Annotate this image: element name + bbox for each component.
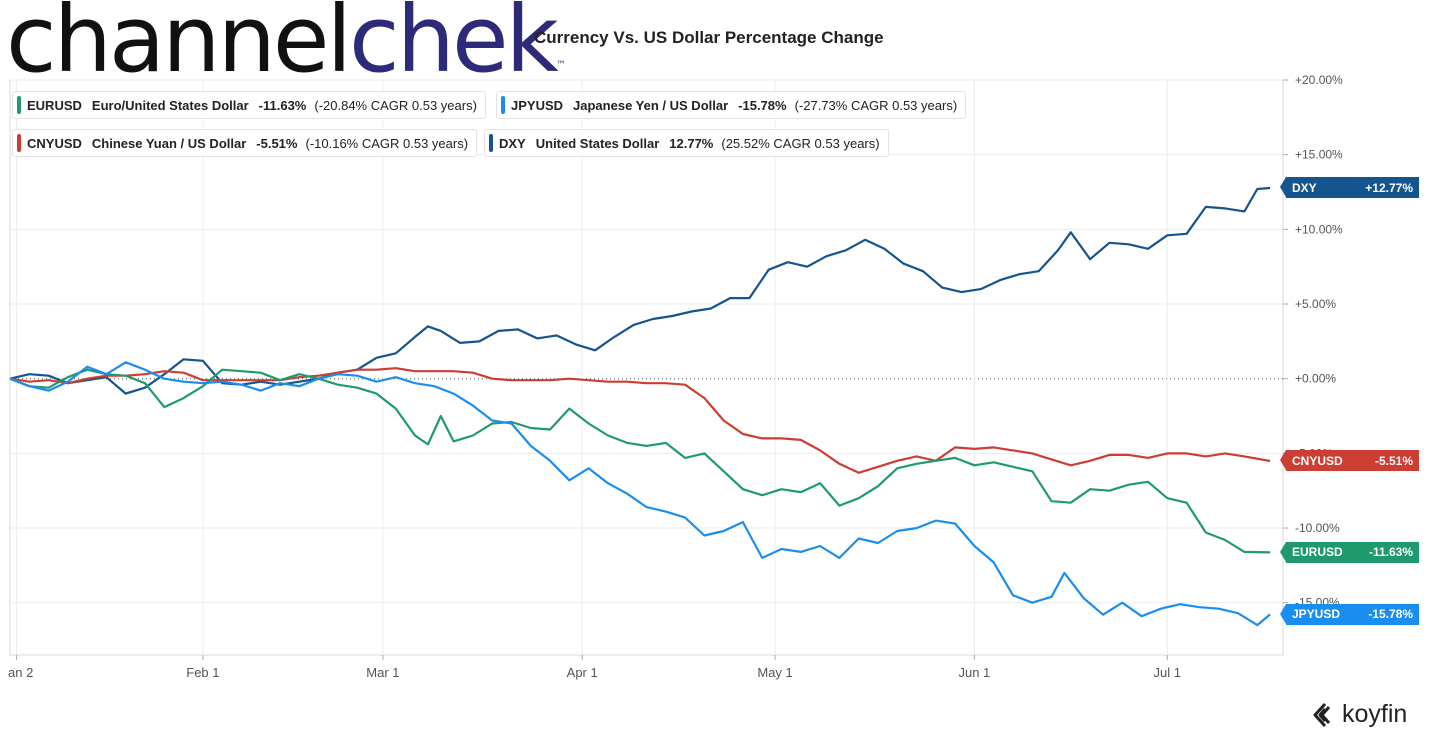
x-tick-label: May 1 [757,665,792,680]
x-tick-label: Apr 1 [567,665,598,680]
end-tag-value: -15.78% [1368,607,1413,622]
legend-ticker: CNYUSD [27,135,82,151]
legend-cagr: (-27.73% CAGR 0.53 years) [794,97,958,113]
x-tick-label: Feb 1 [186,665,219,680]
legend-swatch [17,134,21,152]
end-tag-jpyusd: JPYUSD -15.78% [1280,603,1419,625]
series-line-cnyusd [9,367,1271,474]
legend-name: United States Dollar [535,135,660,151]
legend-cagr: (25.52% CAGR 0.53 years) [721,135,880,151]
end-tag-cnyusd: CNYUSD -5.51% [1280,450,1419,472]
y-tick-label: -10.00% [1295,521,1340,535]
legend-cagr: (-10.16% CAGR 0.53 years) [305,135,469,151]
y-tick-label: +10.00% [1295,222,1343,236]
end-tag-ticker: JPYUSD [1292,607,1341,622]
legend-ticker: DXY [499,135,526,151]
end-tag-ticker: CNYUSD [1292,453,1343,468]
end-tag-value: +12.77% [1365,180,1413,195]
legend-name: Japanese Yen / US Dollar [573,97,729,113]
koyfin-logo: koyfin [1312,700,1407,729]
legend-cagr: (-20.84% CAGR 0.53 years) [314,97,477,113]
legend-ticker: EURUSD [27,97,82,113]
series-line-dxy [9,186,1271,395]
x-tick-label: an 2 [8,665,33,680]
legend-change: -15.78% [738,97,787,113]
series-line-jpyusd [9,361,1271,627]
end-tag-value: -5.51% [1374,453,1413,468]
legend-swatch [489,134,493,152]
end-tag-dxy: DXY +12.77% [1280,177,1419,199]
plot-area [9,79,1284,656]
legend-item-cnyusd[interactable]: CNYUSD Chinese Yuan / US Dollar -5.51% (… [12,129,478,157]
legend-change: -5.51% [256,135,298,151]
legend-change: -11.63% [258,97,307,113]
channelchek-logo: channelchek™ [6,0,566,93]
end-tag-ticker: DXY [1292,180,1317,195]
y-tick-label: +15.00% [1295,148,1343,162]
end-tag-eurusd: EURUSD -11.63% [1280,541,1419,563]
series-line-eurusd [9,368,1271,554]
legend-name: Chinese Yuan / US Dollar [91,135,247,151]
koyfin-icon [1313,702,1331,727]
y-tick-label: +20.00% [1295,73,1343,87]
y-tick-label: +5.00% [1295,297,1336,311]
legend-name: Euro/United States Dollar [91,97,249,113]
x-tick-label: Jul 1 [1154,665,1181,680]
end-tag-value: -11.63% [1368,545,1413,560]
x-tick-label: Jun 1 [958,665,990,680]
x-tick-label: Mar 1 [366,665,399,680]
legend-swatch [501,96,505,114]
legend-item-jpyusd[interactable]: JPYUSD Japanese Yen / US Dollar -15.78% … [496,91,967,119]
koyfin-text: koyfin [1342,700,1408,728]
legend-change: 12.77% [669,135,714,151]
legend-ticker: JPYUSD [511,97,564,113]
legend-swatch [17,96,21,114]
end-tag-ticker: EURUSD [1292,545,1343,560]
y-tick-label: +0.00% [1295,372,1336,386]
legend-item-dxy[interactable]: DXY United States Dollar 12.77% (25.52% … [484,129,889,157]
page-title: Currency Vs. US Dollar Percentage Change [534,28,884,47]
legend-item-eurusd[interactable]: EURUSD Euro/United States Dollar -11.63%… [12,91,486,119]
